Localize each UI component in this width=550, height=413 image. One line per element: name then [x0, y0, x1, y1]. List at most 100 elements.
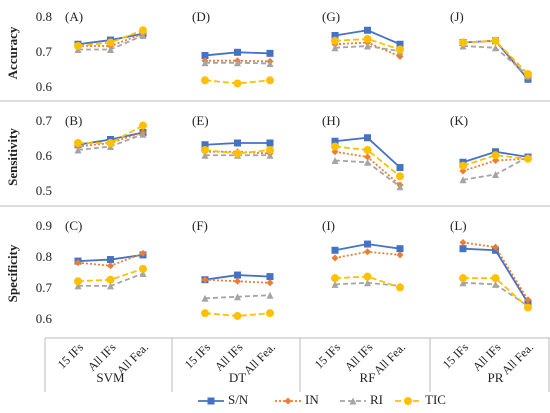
- panel-label: (G): [322, 9, 340, 24]
- panel-label: (L): [450, 218, 467, 233]
- marker: [331, 246, 339, 254]
- series-line: [462, 154, 529, 167]
- marker: [459, 38, 467, 47]
- marker: [364, 134, 371, 142]
- x-tick-label: 15 IFs: [182, 340, 214, 372]
- marker: [459, 176, 467, 184]
- y-tick-label: 0.6: [36, 79, 53, 94]
- marker: [364, 279, 371, 287]
- marker: [266, 151, 274, 159]
- marker: [284, 397, 292, 405]
- marker: [107, 282, 114, 290]
- marker: [492, 280, 499, 288]
- marker: [363, 146, 372, 154]
- y-tick-label: 0.9: [36, 218, 52, 233]
- panel-label: (A): [65, 9, 83, 24]
- y-tick-label: 0.6: [36, 148, 53, 163]
- marker: [396, 164, 404, 171]
- marker: [201, 309, 209, 318]
- marker: [396, 283, 404, 292]
- marker: [404, 397, 412, 405]
- frame: [0, 100, 550, 392]
- marker: [139, 26, 147, 35]
- marker: [74, 146, 82, 154]
- marker: [459, 161, 467, 170]
- marker: [491, 274, 500, 283]
- marker: [74, 277, 82, 286]
- marker: [201, 51, 209, 59]
- marker: [266, 279, 274, 287]
- x-tick-label: All Fea.: [499, 340, 536, 377]
- marker: [364, 240, 371, 248]
- marker: [233, 311, 242, 320]
- y-tick-label: 0.7: [36, 113, 53, 128]
- marker: [331, 32, 339, 39]
- marker: [106, 275, 115, 284]
- marker: [139, 249, 147, 257]
- marker: [139, 121, 147, 130]
- marker: [74, 259, 82, 267]
- marker: [492, 44, 499, 52]
- marker: [266, 76, 274, 85]
- x-axis-label: SVM: [96, 370, 125, 385]
- y-tick-label: 0.8: [36, 249, 52, 264]
- marker: [139, 264, 147, 273]
- marker: [207, 397, 215, 405]
- panel-label: (F): [192, 218, 208, 233]
- marker: [234, 271, 241, 279]
- marker: [201, 294, 209, 302]
- marker: [459, 279, 467, 287]
- x-tick-label: 15 IFs: [440, 340, 472, 372]
- marker: [139, 270, 147, 277]
- panel-label: (E): [192, 113, 209, 128]
- marker: [363, 35, 372, 43]
- marker: [396, 172, 404, 181]
- marker: [524, 296, 532, 304]
- y-axis-label: Accuracy: [5, 26, 20, 79]
- marker: [234, 277, 241, 285]
- panel-label: (H): [322, 113, 340, 128]
- marker: [234, 48, 241, 56]
- panel-label: (C): [65, 218, 82, 233]
- x-tick-label: All Fea.: [371, 340, 408, 377]
- marker: [201, 151, 209, 159]
- x-tick-label: 15 IFs: [312, 340, 344, 372]
- marker: [201, 141, 209, 149]
- marker: [233, 149, 242, 158]
- y-axis-label: Specificity: [5, 244, 20, 302]
- legend-label: IN: [305, 392, 319, 407]
- marker: [234, 139, 241, 147]
- marker: [364, 248, 371, 256]
- marker: [396, 183, 404, 191]
- marker: [331, 142, 339, 151]
- marker: [74, 282, 82, 290]
- marker: [139, 130, 147, 138]
- marker: [331, 280, 339, 288]
- marker: [492, 171, 499, 178]
- marker: [234, 59, 241, 67]
- marker: [364, 26, 371, 34]
- panel-label: (J): [450, 9, 464, 24]
- marker: [331, 137, 339, 145]
- y-tick-label: 0.6: [36, 311, 53, 326]
- marker: [74, 139, 82, 147]
- panel-label: (I): [322, 218, 335, 233]
- marker: [396, 40, 404, 48]
- marker: [524, 70, 532, 78]
- marker: [524, 303, 532, 312]
- marker: [396, 45, 404, 54]
- panel-label: (D): [192, 9, 210, 24]
- marker: [266, 291, 274, 299]
- marker: [266, 273, 274, 281]
- y-axis-label: Sensitivity: [5, 128, 20, 186]
- marker: [139, 32, 147, 39]
- legend-label: S/N: [228, 392, 249, 407]
- marker: [266, 139, 274, 147]
- marker: [107, 262, 114, 270]
- x-axis-label: DT: [229, 370, 246, 385]
- marker: [364, 158, 371, 166]
- y-tick-label: 0.5: [36, 183, 52, 198]
- marker: [331, 254, 339, 262]
- y-tick-label: 0.8: [36, 9, 52, 24]
